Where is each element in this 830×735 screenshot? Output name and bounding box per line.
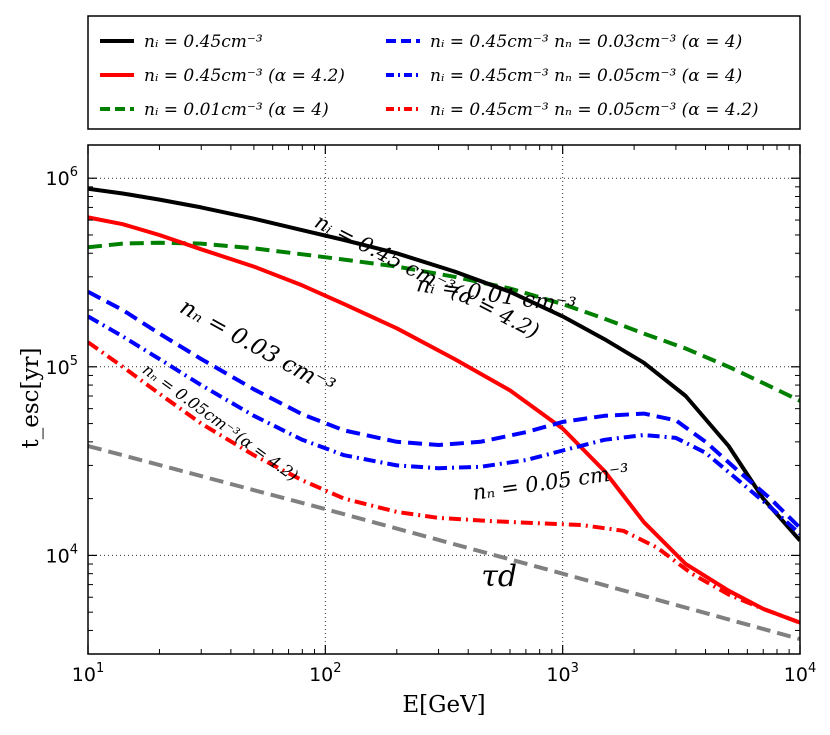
axis-ticks: 101 102 103 104 104 105 106 bbox=[46, 145, 816, 686]
legend-box bbox=[87, 15, 801, 130]
series-line bbox=[88, 186, 800, 542]
y-tick-label: 106 bbox=[46, 165, 78, 190]
x-tick-label: 102 bbox=[309, 661, 341, 686]
clipped-series bbox=[88, 186, 800, 642]
series-line bbox=[88, 290, 800, 530]
y-axis-label: t_esc[yr] bbox=[18, 348, 44, 449]
series-line bbox=[88, 444, 800, 642]
legend-label: nᵢ = 0.45cm⁻³ bbox=[144, 32, 263, 52]
legend-label: nᵢ = 0.45cm⁻³ nₙ = 0.03cm⁻³ (α = 4) bbox=[430, 32, 742, 52]
plot-frame bbox=[87, 144, 801, 655]
legend-label: nᵢ = 0.45cm⁻³ (α = 4.2) bbox=[144, 66, 345, 86]
y-tick-label: 105 bbox=[46, 354, 78, 379]
series-line bbox=[88, 215, 800, 625]
grid bbox=[88, 145, 800, 654]
x-tick-label: 103 bbox=[546, 661, 578, 686]
legend-label: nᵢ = 0.01cm⁻³ (α = 4) bbox=[144, 100, 329, 120]
x-tick-label: 101 bbox=[72, 661, 104, 686]
x-tick-label: 104 bbox=[784, 661, 816, 686]
x-axis-label: E[GeV] bbox=[402, 692, 485, 718]
legend-label: nᵢ = 0.45cm⁻³ nₙ = 0.05cm⁻³ (α = 4) bbox=[430, 66, 742, 86]
annotation-label: τd bbox=[481, 559, 517, 594]
legend-label: nᵢ = 0.45cm⁻³ nₙ = 0.05cm⁻³ (α = 4.2) bbox=[430, 100, 759, 120]
series-line bbox=[88, 340, 800, 625]
y-tick-label: 104 bbox=[46, 542, 78, 567]
series-line bbox=[88, 240, 800, 403]
series-lines bbox=[88, 186, 800, 642]
legend: nᵢ = 0.45cm⁻³ nᵢ = 0.45cm⁻³ (α = 4.2) nᵢ =… bbox=[87, 15, 801, 130]
